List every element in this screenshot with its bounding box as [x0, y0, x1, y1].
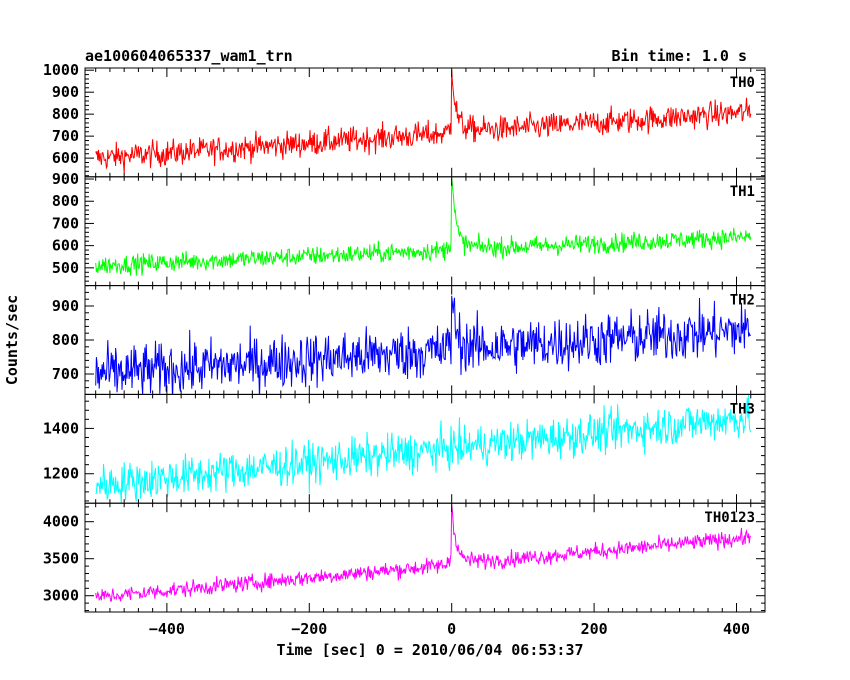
y-tick-label: 800: [52, 192, 79, 210]
panel-label: TH2: [730, 293, 755, 309]
y-tick-label: 1000: [43, 61, 79, 79]
y-tick-label: 700: [52, 365, 79, 383]
series-line-th2: [95, 295, 752, 395]
x-axis-title: Time [sec] 0 = 2010/06/04 06:53:37: [276, 641, 583, 659]
y-tick-label: 900: [52, 170, 79, 188]
y-tick-label: 3500: [43, 550, 79, 568]
panel-frame: [84, 285, 766, 395]
y-tick-label: 1200: [43, 465, 79, 483]
y-tick-label: 700: [52, 127, 79, 145]
panel-label: TH3: [730, 401, 755, 417]
y-axis-title: Counts/sec: [3, 295, 21, 385]
y-tick-label: 900: [52, 83, 79, 101]
x-tick-label: 0: [447, 620, 456, 638]
series-line-th1: [95, 177, 752, 276]
panels-group: 600 700 800 900 1000 TH0 500 600 700 800 900 TH1 700…: [43, 61, 766, 638]
x-tick-label: −400: [149, 620, 185, 638]
panel-th0: 600 700 800 900 1000 TH0: [43, 61, 766, 178]
panel-label: TH0: [730, 75, 755, 91]
panel-th2: 700 800 900 TH2: [52, 285, 766, 395]
y-tick-label: 500: [52, 259, 79, 277]
panel-frame: [84, 176, 766, 287]
y-tick-label: 4000: [43, 513, 79, 531]
series-line-th3: [95, 394, 752, 504]
y-tick-label: 600: [52, 149, 79, 167]
panel-th0123: 3000 3500 4000 TH0123: [43, 502, 766, 613]
y-tick-label: 600: [52, 237, 79, 255]
chart-title: ae100604065337_wam1_trn: [85, 47, 293, 65]
x-tick-label: 400: [723, 620, 750, 638]
panel-label: TH0123: [704, 510, 755, 526]
panel-th1: 500 600 700 800 900 TH1: [52, 170, 766, 287]
panel-th3: 1200 1400 TH3: [43, 393, 766, 504]
y-tick-label: 3000: [43, 587, 79, 605]
panel-frame: [84, 502, 766, 613]
y-tick-label: 700: [52, 214, 79, 232]
panel-label: TH1: [730, 184, 755, 200]
x-tick-label: −200: [291, 620, 327, 638]
series-line-th0: [95, 70, 752, 174]
y-tick-label: 1400: [43, 419, 79, 437]
series-line-th0123: [95, 504, 752, 602]
y-tick-label: 800: [52, 331, 79, 349]
x-tick-label: 200: [581, 620, 608, 638]
y-tick-label: 900: [52, 297, 79, 315]
y-tick-label: 800: [52, 105, 79, 123]
bin-time-label: Bin time: 1.0 s: [612, 47, 747, 65]
panel-frame: [84, 393, 766, 504]
